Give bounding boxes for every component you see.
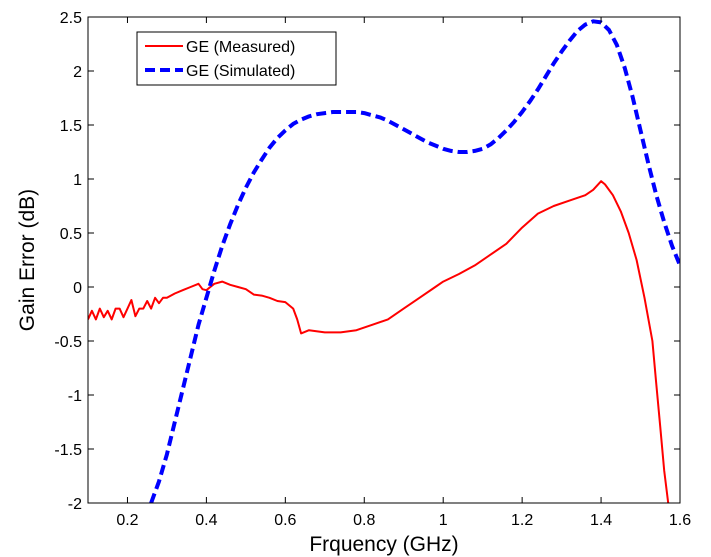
plot-frame <box>87 16 681 504</box>
y-tick-label: 2.5 <box>60 10 82 27</box>
y-tick-label: 1.5 <box>60 118 82 135</box>
series-layer <box>88 19 680 503</box>
x-tick-label: 0.4 <box>195 512 217 529</box>
x-tick-label: 1 <box>439 512 448 529</box>
y-tick-label: -0.5 <box>54 334 82 351</box>
x-axis-label: Frquency (GHz) <box>309 533 458 556</box>
y-tick-label: 0.5 <box>60 226 82 243</box>
series-line-measured <box>88 180 670 503</box>
y-tick-label: 2 <box>73 64 82 81</box>
y-tick-label: -2 <box>68 496 82 513</box>
legend-label-measured: GE (Measured) <box>186 39 295 56</box>
x-tick-label: 1.4 <box>590 512 612 529</box>
y-axis-label: Gain Error (dB) <box>16 189 39 331</box>
legend: GE (Measured) GE (Simulated) <box>136 31 337 86</box>
x-tick-label: 0.8 <box>353 512 375 529</box>
series-line-simulated <box>149 19 680 503</box>
y-tick-label: 1 <box>73 172 82 189</box>
x-tick-label: 0.6 <box>274 512 296 529</box>
legend-box <box>136 31 337 86</box>
y-tick-label: -1 <box>68 388 82 405</box>
x-tick-label: 1.2 <box>511 512 533 529</box>
x-tick-label: 1.6 <box>669 512 691 529</box>
x-tick-label: 0.2 <box>116 512 138 529</box>
legend-label-simulated: GE (Simulated) <box>186 63 295 80</box>
y-tick-label: -1.5 <box>54 442 82 459</box>
y-tick-label: 0 <box>73 280 82 297</box>
ticks-layer: 0.2 0.4 0.6 0.8 1 1.2 1.4 1.6 -2 -1.5 -1 -0.5 0 0.5 1 1… <box>54 10 691 529</box>
